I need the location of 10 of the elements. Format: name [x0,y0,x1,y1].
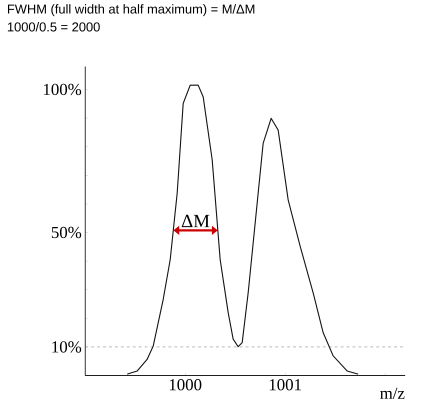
y-tick-label: 100% [44,84,82,95]
x-tick-label: 1001 [270,378,301,390]
x-tick-label: 1000 [170,378,202,390]
x-axis-title: m/z [380,387,404,399]
chart-subtitle: 1000/0.5 = 2000 [8,22,100,32]
y-tick-label: 10% [52,341,82,352]
line-series [126,84,359,374]
annotation: ΔM [182,214,210,228]
y-tick-label: 50% [52,226,82,238]
chart-title: FWHM (full width at half maximum) = M/ΔM [8,4,254,16]
